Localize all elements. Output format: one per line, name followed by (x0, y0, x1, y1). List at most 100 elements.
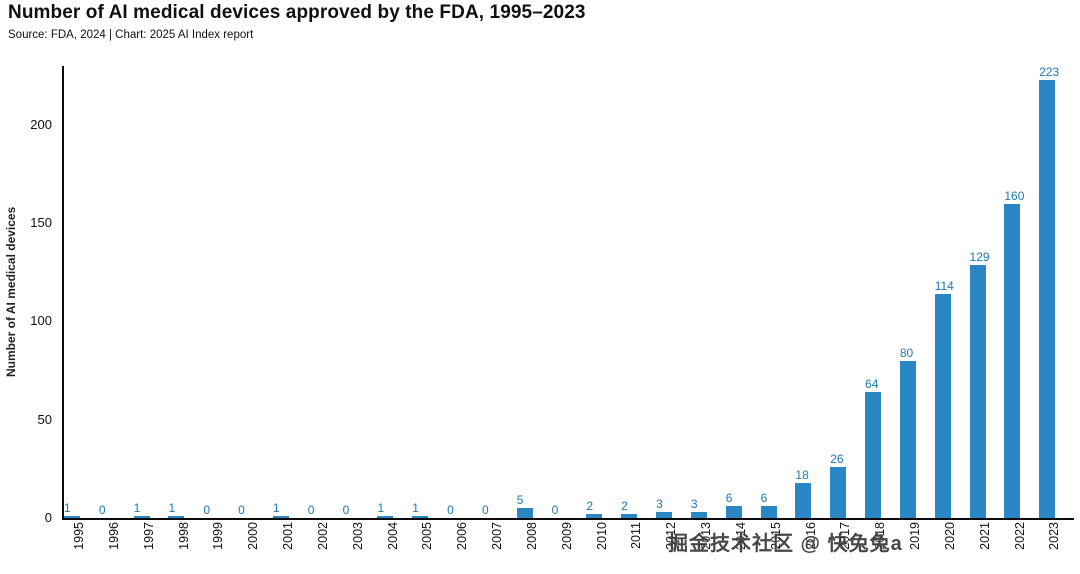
bar (64, 516, 80, 518)
bar-column: 0 (238, 504, 273, 518)
bar-column: 80 (899, 345, 935, 518)
bar-value-label: 0 (342, 503, 350, 517)
bar-column: 129 (969, 249, 1005, 518)
chart-title: Number of AI medical devices approved by… (8, 2, 586, 23)
x-tick-label: 2005 (420, 522, 435, 550)
bar-column: 1 (168, 502, 203, 518)
bar-value-label: 0 (551, 503, 559, 517)
bar-value-label: 6 (760, 491, 768, 506)
x-tick-label: 2020 (942, 522, 957, 550)
bar-value-label: 5 (516, 493, 524, 508)
bar-column: 1 (377, 502, 412, 518)
bar-column: 223 (1039, 66, 1074, 518)
x-tick-label: 1999 (211, 522, 226, 550)
y-tick-label: 150 (30, 215, 52, 231)
x-tick: 2000 (236, 522, 271, 574)
x-tick-label: 1998 (176, 522, 191, 550)
x-tick-label: 2007 (490, 522, 505, 550)
bar (168, 516, 185, 518)
bar-column: 0 (482, 504, 517, 518)
bar (586, 514, 603, 518)
bar-column: 6 (760, 491, 796, 518)
bar-column: 0 (552, 504, 587, 518)
x-tick-label: 2004 (385, 522, 400, 550)
x-tick: 2021 (968, 522, 1003, 574)
bar (412, 516, 429, 518)
bar-column: 2 (621, 500, 656, 518)
x-tick-label: 2002 (315, 522, 330, 550)
bar-value-label: 0 (307, 503, 315, 517)
bar (1004, 203, 1021, 518)
bar-column: 18 (795, 469, 830, 518)
y-tick-label: 200 (30, 116, 52, 132)
y-axis-ticks: 0 50 100 150 200 (24, 66, 58, 525)
bar-column: 1 (272, 502, 308, 518)
bar-value-label: 2 (621, 499, 628, 514)
bar (1039, 79, 1056, 518)
bar (795, 482, 812, 518)
bar-column: 26 (830, 453, 865, 518)
bar-value-label: 160 (1004, 188, 1025, 203)
x-tick: 2002 (306, 522, 341, 574)
bar-value-label: 1 (168, 501, 176, 515)
bar-column: 1 (412, 502, 447, 518)
x-tick: 2004 (375, 522, 410, 574)
bar-value-label: 64 (865, 377, 879, 392)
x-tick: 2022 (1002, 522, 1037, 574)
y-axis-label: Number of AI medical devices (4, 206, 18, 378)
x-tick-label: 2019 (908, 522, 923, 550)
y-tick-label: 50 (37, 411, 52, 427)
x-tick: 2005 (410, 522, 445, 574)
x-tick-label: 1997 (141, 522, 156, 550)
bar (725, 506, 742, 518)
x-tick: 1995 (62, 522, 97, 574)
bar-column: 0 (203, 504, 238, 518)
bar-column: 0 (447, 504, 482, 518)
bar (760, 506, 777, 518)
bar-value-label: 114 (934, 278, 954, 293)
bar-column: 3 (656, 498, 691, 518)
x-tick: 2010 (584, 522, 619, 574)
bar-column: 1 (133, 502, 169, 518)
bar-column: 0 (308, 504, 343, 518)
x-tick-label: 1995 (72, 522, 87, 550)
bar (656, 512, 673, 518)
bar-column: 114 (934, 278, 970, 518)
bar (621, 514, 638, 518)
x-tick: 2023 (1037, 522, 1072, 574)
x-tick-label: 2022 (1012, 522, 1027, 550)
x-tick: 2008 (515, 522, 550, 574)
bar-column: 0 (343, 504, 378, 518)
bar-column: 6 (725, 491, 761, 518)
x-tick: 1999 (201, 522, 236, 574)
x-tick-label: 2008 (524, 522, 539, 550)
bar (899, 360, 916, 518)
x-tick: 2019 (898, 522, 933, 574)
bar-value-label: 129 (969, 249, 990, 264)
bar-value-label: 1 (412, 501, 419, 515)
bar (377, 516, 394, 518)
x-tick: 1997 (132, 522, 167, 574)
bar-value-label: 0 (238, 503, 245, 517)
bar (133, 516, 150, 518)
bar-value-label: 26 (830, 451, 844, 466)
bar-value-label: 0 (98, 503, 106, 517)
x-tick-label: 2023 (1047, 522, 1062, 550)
x-tick: 2001 (271, 522, 306, 574)
x-axis-labels: 1995 1996 1997 1998 1999 2000 2001 2002 2003 2004… (62, 522, 1072, 574)
bar-column: 2 (586, 500, 621, 518)
bar-value-label: 0 (203, 503, 210, 517)
bar-value-label: 6 (725, 491, 733, 506)
bar-value-label: 80 (899, 345, 914, 360)
bar-value-label: 18 (795, 467, 809, 482)
x-tick-label: 1996 (106, 522, 121, 550)
bar-value-label: 223 (1039, 64, 1060, 79)
watermark: 掘金技术社区 @ 快兔兔a (668, 533, 903, 555)
bar-value-label: 1 (377, 501, 385, 515)
x-tick: 2011 (619, 522, 654, 574)
bar-column: 160 (1004, 190, 1039, 518)
x-tick-label: 2003 (350, 522, 365, 550)
bar-value-label: 0 (481, 503, 489, 517)
bar (969, 264, 986, 518)
